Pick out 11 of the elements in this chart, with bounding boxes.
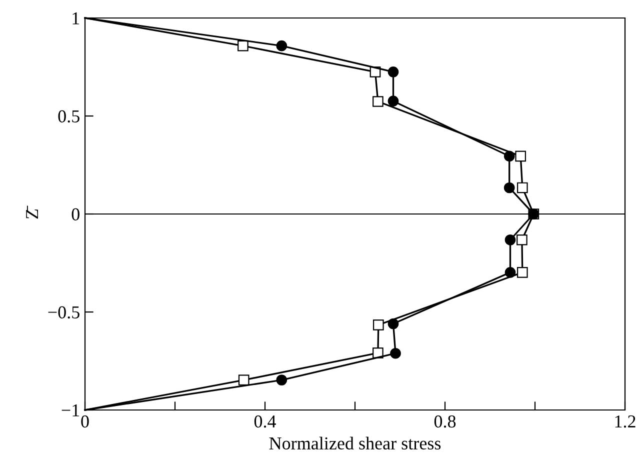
x-tick-label: 0.4 (254, 415, 276, 428)
x-tick-label: 1.2 (615, 415, 636, 428)
y-tick-label: 0 (72, 208, 80, 220)
y-tick-label: 0.5 (58, 110, 80, 123)
y-axis-title: Z̄ (26, 206, 38, 219)
x-tick-label: 0.8 (434, 415, 456, 428)
y-tick-label: −0.5 (48, 306, 80, 319)
y-tick-label: −1 (62, 404, 80, 416)
x-tick-label: 0 (81, 415, 89, 428)
y-tick-label: 1 (72, 12, 80, 24)
x-axis-title: Normalized shear stress (269, 436, 441, 450)
